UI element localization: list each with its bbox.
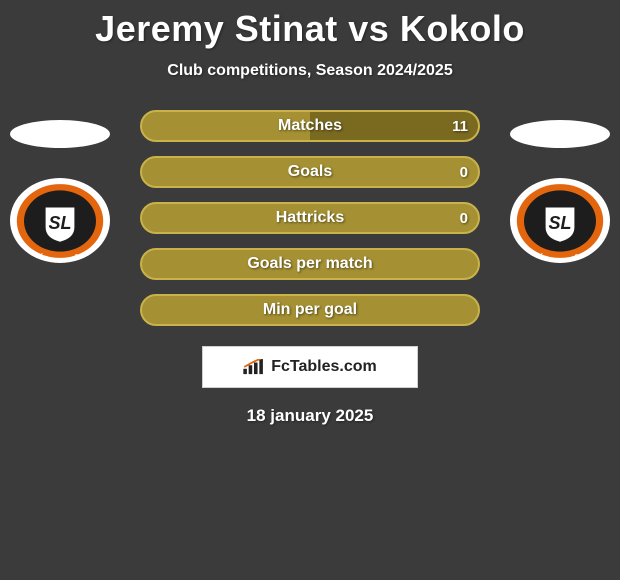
stat-row: Goals per match [140, 248, 480, 280]
club-badge-right: STADE LAVALLOIS SL [510, 178, 610, 263]
svg-text:SL: SL [548, 213, 571, 233]
stat-label: Min per goal [142, 301, 478, 319]
stat-row: Min per goal [140, 294, 480, 326]
attribution-text: FcTables.com [271, 358, 377, 376]
svg-text:SL: SL [48, 213, 71, 233]
club-crest-icon: STADE LAVALLOIS SL [15, 182, 105, 260]
stat-row: 0Hattricks [140, 202, 480, 234]
page-subtitle: Club competitions, Season 2024/2025 [0, 62, 620, 80]
right-player-column: STADE LAVALLOIS SL [510, 120, 610, 263]
player-right-ellipse [510, 120, 610, 148]
stat-label: Hattricks [142, 209, 478, 227]
footer-date: 18 january 2025 [0, 406, 620, 426]
stat-row: 0Goals [140, 156, 480, 188]
left-player-column: STADE LAVALLOIS SL [10, 120, 110, 263]
player-left-ellipse [10, 120, 110, 148]
club-crest-icon: STADE LAVALLOIS SL [515, 182, 605, 260]
club-badge-left: STADE LAVALLOIS SL [10, 178, 110, 263]
attribution-box: FcTables.com [202, 346, 418, 388]
stat-row: 11Matches [140, 110, 480, 142]
stat-label: Goals [142, 163, 478, 181]
stat-label: Goals per match [142, 255, 478, 273]
bar-chart-icon [243, 359, 265, 375]
stat-label: Matches [142, 117, 478, 135]
page-title: Jeremy Stinat vs Kokolo [0, 0, 620, 50]
